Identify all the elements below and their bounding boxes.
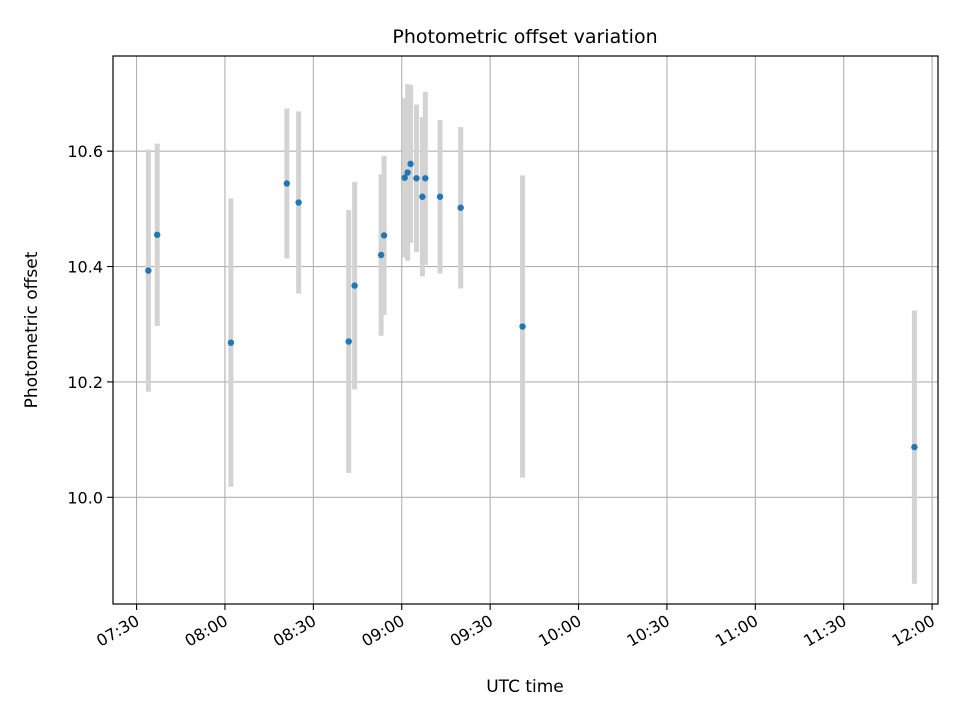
data-point [227,339,235,346]
data-point [401,174,408,181]
y-axis: 10.0 10.2 10.4 10.6 [67,142,113,507]
data-points [145,160,918,451]
data-point [295,199,302,206]
data-point [422,175,429,182]
data-point [457,204,464,211]
data-point [377,251,385,259]
data-point [380,232,388,239]
x-axis-label: UTC time [486,677,564,697]
y-tick-label: 10.0 [67,488,103,507]
data-point [404,169,411,176]
y-tick-label: 10.6 [67,142,103,161]
data-point [351,282,358,289]
y-tick-label: 10.4 [67,258,103,277]
y-axis-label: Photometric offset [22,251,42,408]
data-point [153,231,161,239]
data-point [407,160,414,168]
data-point [413,175,420,182]
data-point [519,323,526,330]
grid [113,56,938,604]
plot-frame [112,55,939,605]
data-point [145,267,152,274]
data-point [436,193,444,200]
data-point [419,193,426,200]
y-tick-label: 10.2 [67,373,103,392]
data-point [345,338,352,345]
data-point [283,180,291,187]
data-point [911,443,918,451]
chart-title: Photometric offset variation [392,26,657,48]
